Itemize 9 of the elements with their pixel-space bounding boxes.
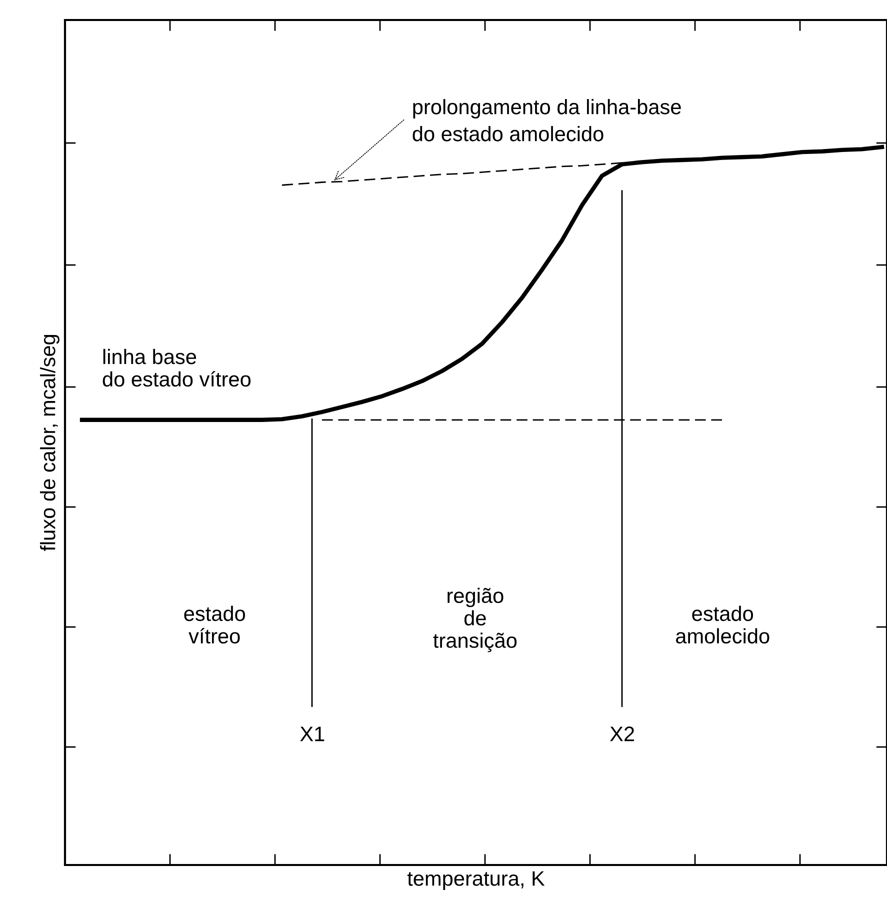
- annotation: região de transição: [433, 588, 517, 652]
- annotation: estado amolecido: [676, 606, 770, 644]
- annotation: X2: [610, 726, 634, 742]
- annotation: linha base do estado vítreo: [102, 348, 251, 387]
- annotation: X1: [300, 726, 324, 742]
- x-axis-title: temperatura, K: [407, 871, 545, 890]
- annotation: estado vítreo: [184, 606, 246, 644]
- text: prolongamento da linha-base do estado amolecido: [412, 99, 681, 142]
- y-axis-title: fluxo de calor, mcal/seg: [40, 334, 60, 552]
